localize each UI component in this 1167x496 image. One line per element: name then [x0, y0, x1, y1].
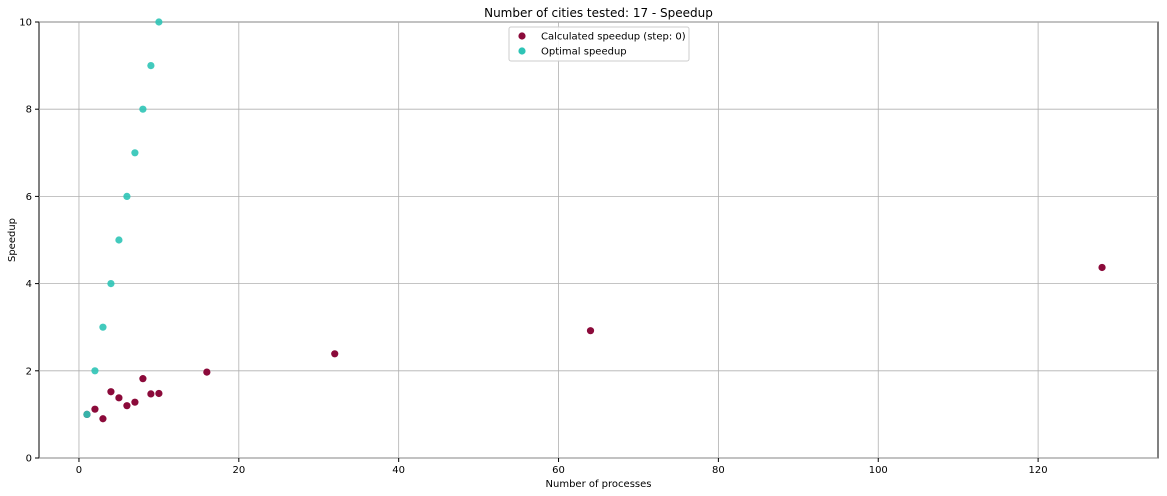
- calculated-speedup-point: [131, 398, 139, 406]
- y-tick-label: 2: [26, 366, 32, 377]
- y-axis-ticks: 0 2 4 6 8 10: [19, 18, 39, 465]
- x-tick-label: 20: [232, 465, 245, 476]
- optimal-speedup-point: [147, 62, 155, 70]
- optimal-speedup-point: [139, 105, 147, 113]
- legend-box: [508, 26, 690, 62]
- calculated-speedup-point: [586, 327, 595, 335]
- grid-lines: [39, 21, 1158, 459]
- calculated-speedup-point: [155, 389, 163, 398]
- calculated-speedup-point: [1098, 263, 1106, 272]
- calculated-speedup-point: [331, 350, 339, 358]
- x-tick-label: 80: [712, 465, 725, 476]
- data-points: [83, 18, 1106, 423]
- optimal-speedup-point: [131, 149, 139, 157]
- legend-marker: [518, 32, 526, 40]
- x-tick-label: 100: [869, 465, 888, 476]
- calculated-speedup-point: [107, 388, 115, 396]
- x-tick-label: 40: [392, 465, 405, 476]
- x-axis-label: Number of processes: [546, 479, 652, 490]
- y-tick-label: 4: [26, 279, 32, 290]
- calculated-speedup-point: [91, 405, 99, 413]
- calculated-speedup-point: [139, 375, 147, 383]
- y-tick-label: 0: [26, 454, 32, 465]
- optimal-speedup-point: [83, 410, 91, 418]
- calculated-speedup-point: [99, 415, 107, 423]
- x-axis-ticks: 0 20 40 60 80 100 120: [76, 458, 1048, 476]
- legend: Calculated speedup (step: 0) Optimal spee…: [508, 26, 690, 62]
- optimal-speedup-point: [99, 323, 107, 331]
- chart-title: Number of cities tested: 17 - Speedup: [484, 6, 713, 20]
- y-tick-label: 8: [26, 105, 32, 116]
- optimal-speedup-point: [115, 236, 123, 244]
- calculated-speedup-point: [123, 402, 131, 410]
- x-tick-label: 60: [552, 465, 565, 476]
- optimal-speedup-point: [107, 280, 115, 288]
- legend-label: Optimal speedup: [541, 47, 627, 58]
- optimal-speedup-point: [123, 192, 131, 200]
- y-axis-label: Speedup: [7, 218, 18, 262]
- optimal-speedup-point: [91, 367, 99, 375]
- y-tick-label: 6: [26, 192, 32, 203]
- optimal-speedup-point: [155, 18, 163, 26]
- calculated-speedup-point: [147, 390, 155, 398]
- legend-marker: [518, 47, 526, 55]
- legend-label: Calculated speedup (step: 0): [541, 32, 686, 43]
- calculated-speedup-point: [115, 394, 123, 402]
- y-tick-label: 10: [19, 18, 32, 29]
- plot-area: [38, 21, 1159, 459]
- x-tick-label: 0: [76, 465, 82, 476]
- calculated-speedup-point: [203, 368, 211, 376]
- x-tick-label: 120: [1029, 465, 1048, 476]
